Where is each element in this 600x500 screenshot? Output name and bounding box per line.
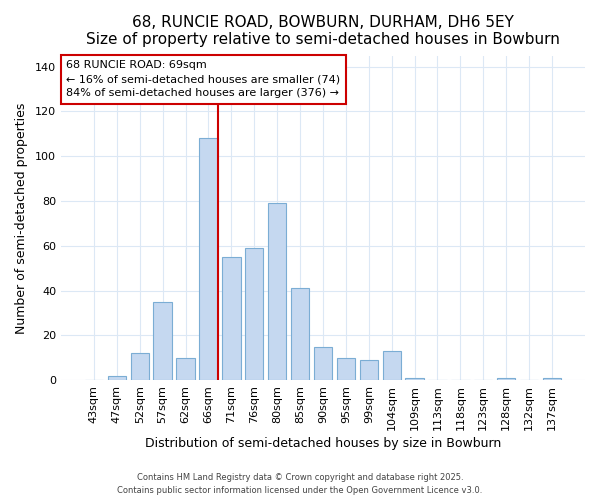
Bar — [291, 288, 309, 380]
Bar — [543, 378, 561, 380]
Bar — [268, 204, 286, 380]
Bar — [383, 351, 401, 380]
Bar — [176, 358, 194, 380]
Bar — [245, 248, 263, 380]
X-axis label: Distribution of semi-detached houses by size in Bowburn: Distribution of semi-detached houses by … — [145, 437, 501, 450]
Y-axis label: Number of semi-detached properties: Number of semi-detached properties — [15, 102, 28, 334]
Bar — [337, 358, 355, 380]
Bar — [406, 378, 424, 380]
Bar — [222, 257, 241, 380]
Bar — [131, 354, 149, 380]
Bar — [154, 302, 172, 380]
Bar — [497, 378, 515, 380]
Bar — [199, 138, 218, 380]
Bar — [107, 376, 126, 380]
Bar — [314, 346, 332, 380]
Bar — [359, 360, 378, 380]
Title: 68, RUNCIE ROAD, BOWBURN, DURHAM, DH6 5EY
Size of property relative to semi-deta: 68, RUNCIE ROAD, BOWBURN, DURHAM, DH6 5E… — [86, 15, 560, 48]
Text: 68 RUNCIE ROAD: 69sqm
← 16% of semi-detached houses are smaller (74)
84% of semi: 68 RUNCIE ROAD: 69sqm ← 16% of semi-deta… — [66, 60, 340, 98]
Text: Contains HM Land Registry data © Crown copyright and database right 2025.
Contai: Contains HM Land Registry data © Crown c… — [118, 474, 482, 495]
